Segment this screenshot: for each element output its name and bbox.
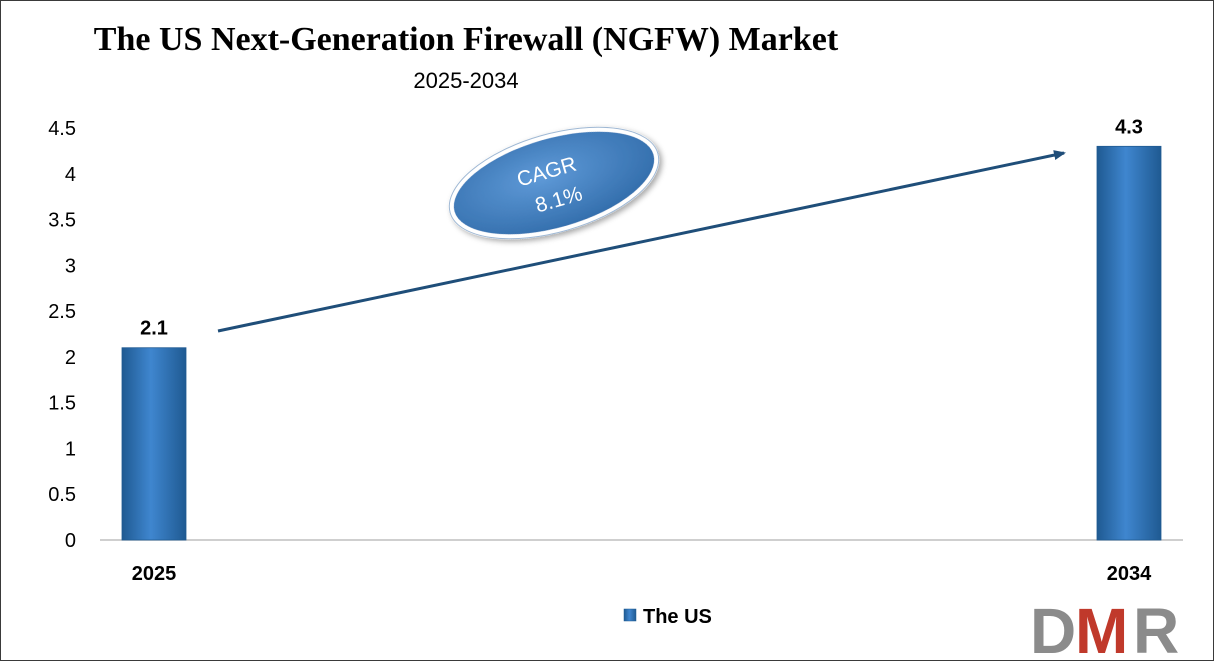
y-tick-label: 1.5 [48, 393, 76, 415]
growth-arrow [217, 150, 1066, 333]
y-tick-label: 4.5 [48, 118, 76, 140]
y-tick-label: 3 [65, 255, 76, 277]
legend-label: The US [643, 606, 712, 628]
y-tick-label: 2 [65, 347, 76, 369]
chart-title: The US Next-Generation Firewall (NGFW) M… [94, 21, 839, 58]
logo-d: D [1030, 595, 1076, 663]
y-tick-label: 0 [65, 530, 76, 552]
bar-2034 [1096, 145, 1162, 541]
data-labels: 2.1 4.3 [140, 116, 1143, 339]
logo-m: M [1075, 595, 1128, 663]
data-label-2034: 4.3 [1115, 116, 1143, 138]
logo-r: R [1133, 595, 1179, 663]
y-tick-label: 2.5 [48, 301, 76, 323]
chart-subtitle: 2025-2034 [413, 68, 518, 93]
y-tick-label: 4 [65, 164, 76, 186]
y-tick-label: 3.5 [48, 210, 76, 232]
x-axis: 2025 2034 [132, 563, 1152, 585]
dmr-logo: D M R [1030, 595, 1179, 663]
x-tick-label-2025: 2025 [132, 563, 177, 585]
bar-2025 [121, 347, 187, 541]
cagr-annotation: CAGR 8.1% [448, 126, 660, 240]
legend: The US [623, 606, 712, 628]
x-tick-label-2034: 2034 [1107, 563, 1152, 585]
y-tick-label: 0.5 [48, 484, 76, 506]
data-label-2025: 2.1 [140, 318, 168, 340]
legend-swatch [623, 608, 637, 622]
y-tick-label: 1 [65, 438, 76, 460]
y-axis: 0 0.5 1 1.5 2 2.5 3 3.5 4 4.5 [48, 118, 76, 552]
bars [121, 145, 1162, 541]
